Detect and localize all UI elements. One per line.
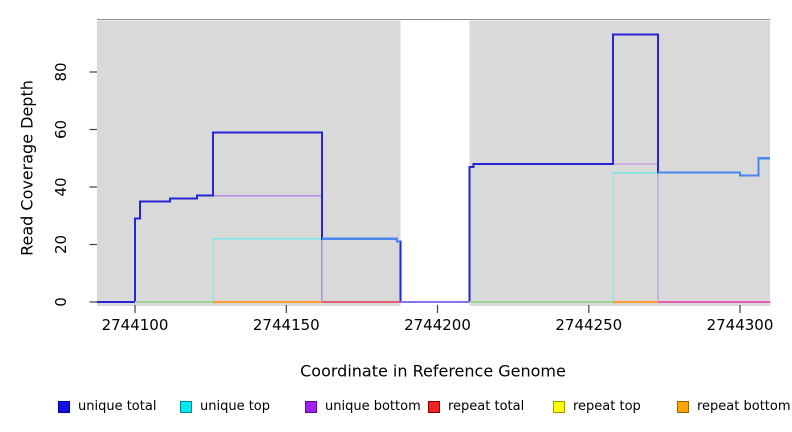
x-tick-label: 2744100: [102, 316, 169, 334]
y-tick-label: 60: [52, 120, 70, 139]
x-axis-title: Coordinate in Reference Genome: [300, 361, 566, 381]
y-axis-title: Read Coverage Depth: [17, 80, 37, 256]
blend-total-top-right: [658, 157, 770, 177]
y-tick-label: 0: [52, 297, 70, 307]
blend-total-top-left: [321, 237, 401, 243]
x-tick-label: 2744250: [555, 316, 622, 334]
y-tick-label: 80: [52, 62, 70, 81]
x-tick-label: 2744300: [707, 316, 774, 334]
y-tick-label: 40: [52, 177, 70, 196]
x-tick-label: 2744200: [404, 316, 471, 334]
shaded-region-left: [96, 20, 401, 306]
x-tick-label: 2744150: [253, 316, 320, 334]
y-tick-label: 20: [52, 235, 70, 254]
